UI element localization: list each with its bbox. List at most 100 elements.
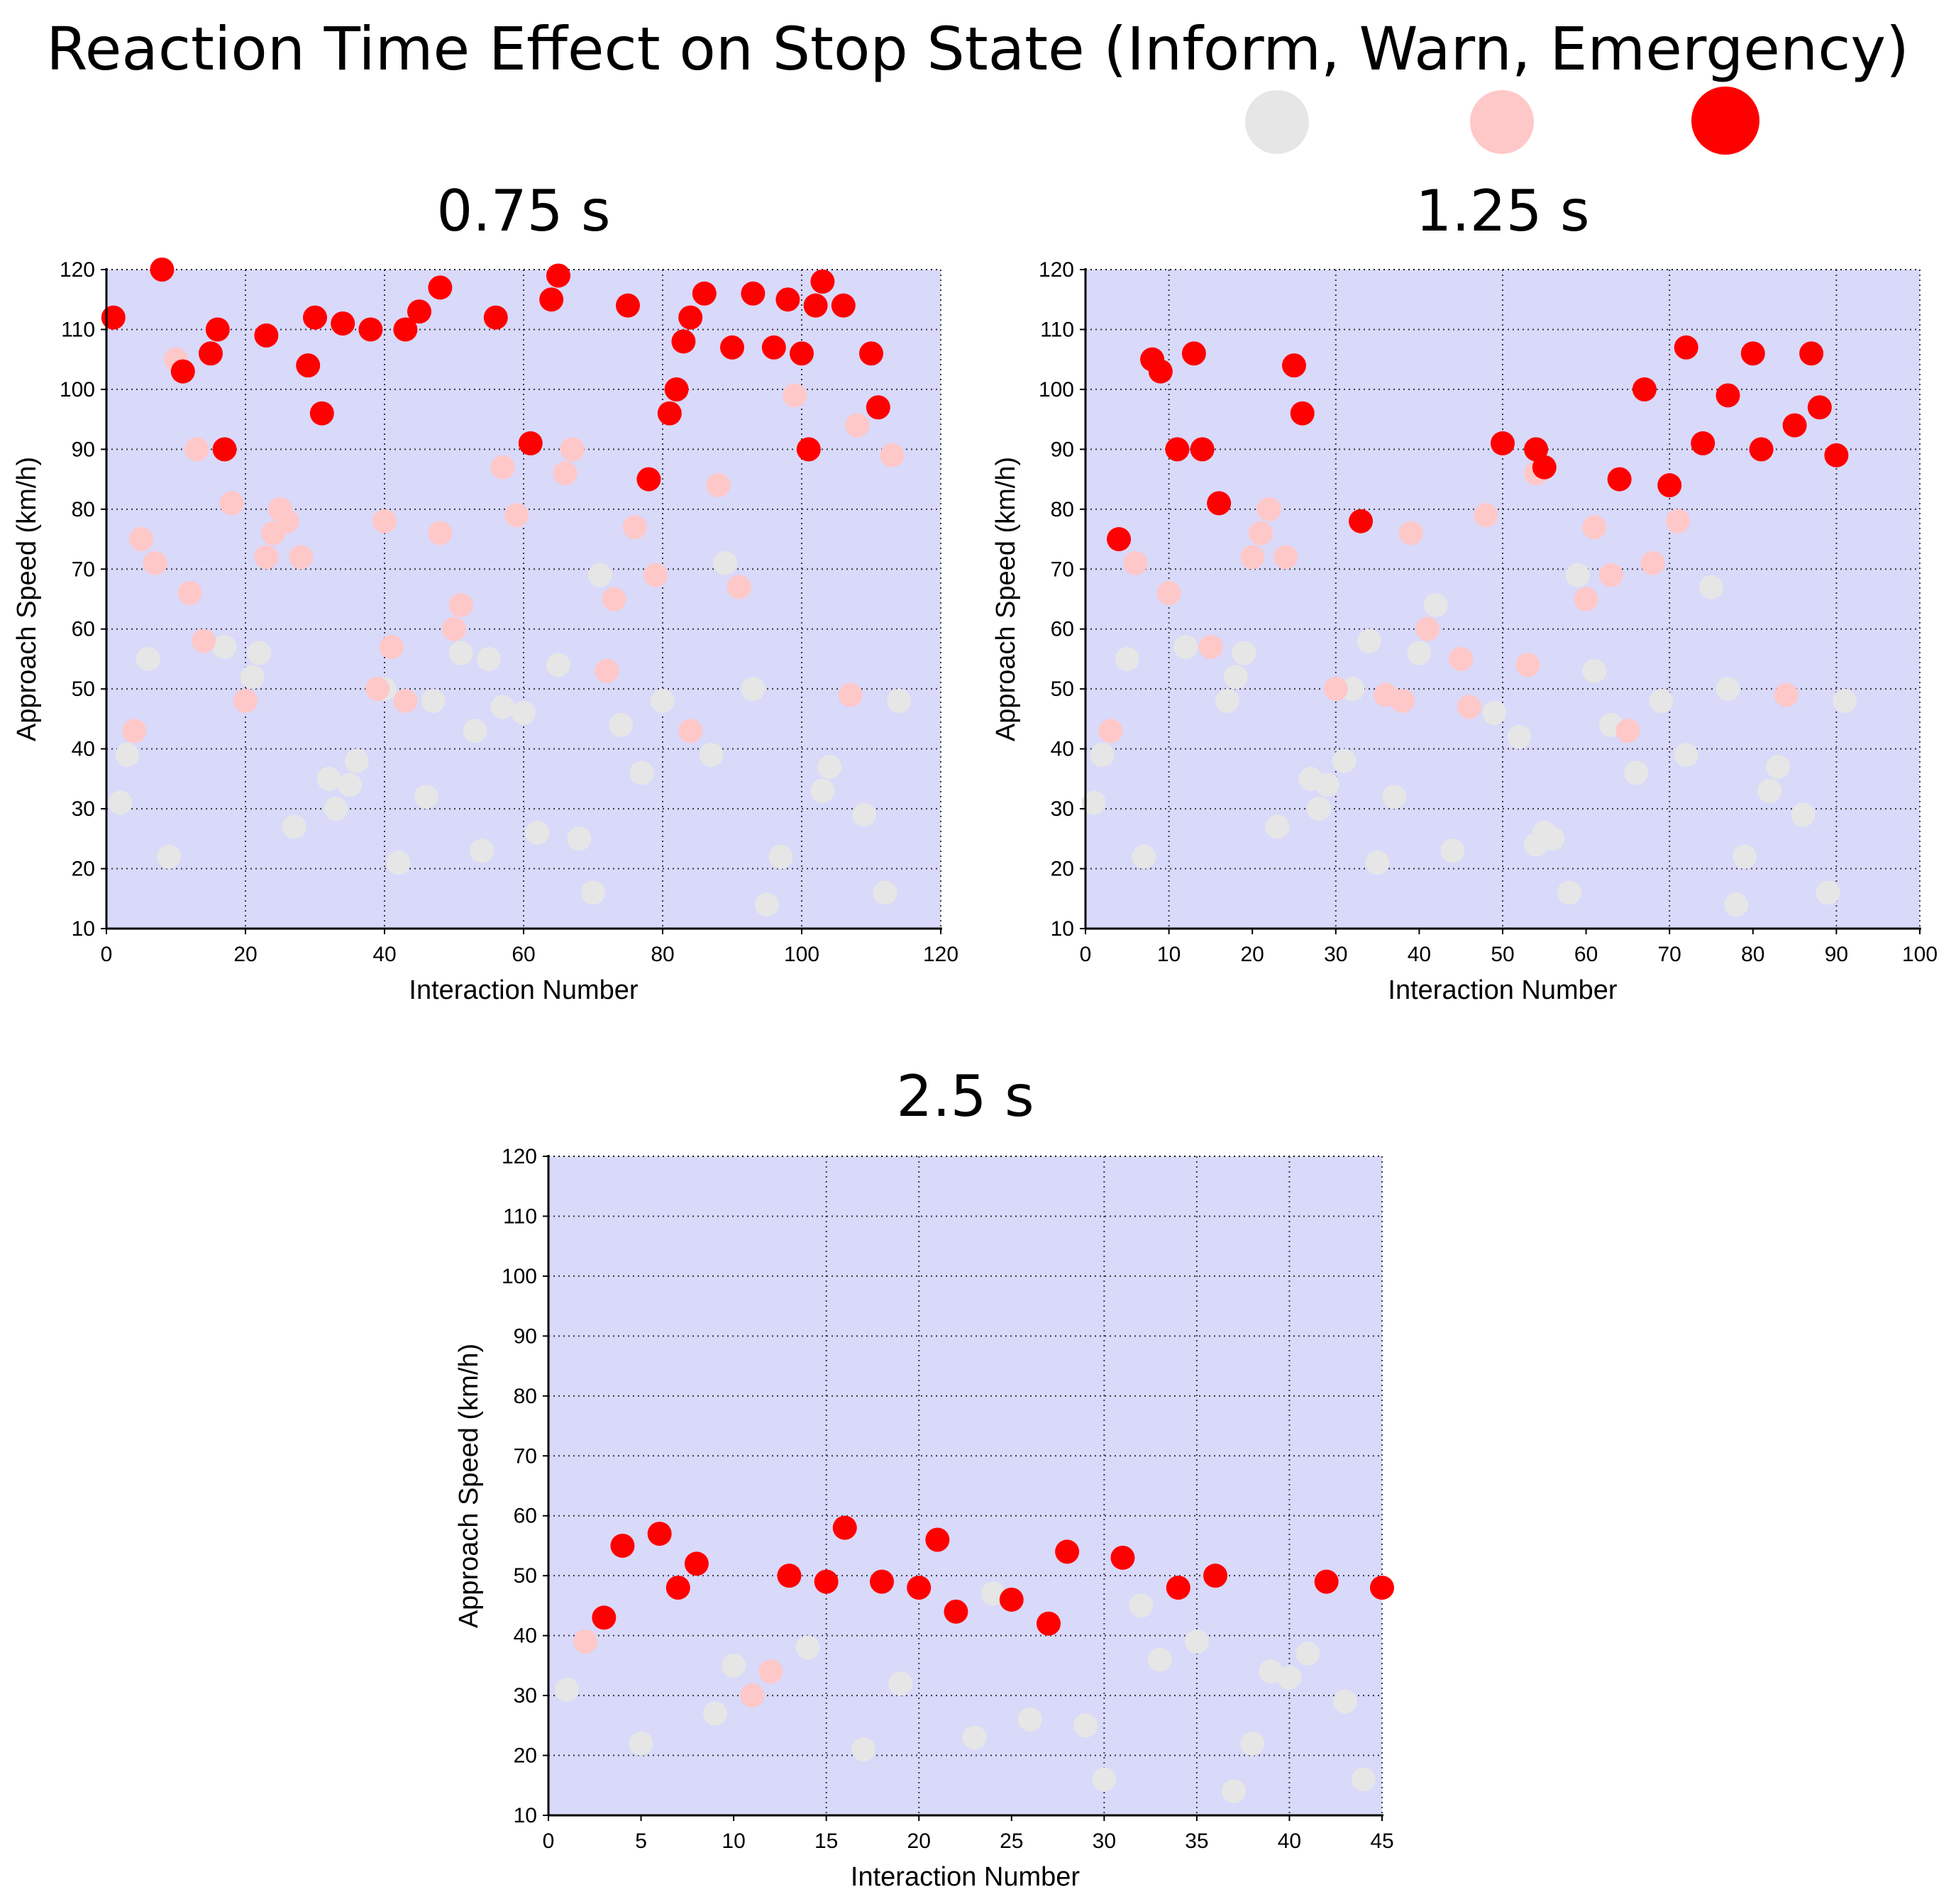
chart-2-ytick-label: 90 (514, 1324, 537, 1348)
chart-0-point-emergency (518, 431, 543, 455)
chart-2-point-inform (1222, 1779, 1247, 1804)
chart-0-point-warn (219, 491, 244, 516)
chart-2-point-inform (722, 1653, 746, 1678)
chart-2-point-inform (851, 1737, 875, 1762)
chart-0-point-emergency (483, 305, 508, 330)
chart-0-point-inform (490, 694, 515, 719)
chart-2-series-inform (555, 1581, 1376, 1804)
chart-1-point-emergency (1181, 341, 1206, 366)
chart-2-point-emergency (1370, 1576, 1394, 1600)
chart-0-point-emergency (636, 467, 661, 492)
chart-0-point-warn (838, 682, 863, 707)
chart-0-point-inform (421, 689, 446, 714)
chart-1-ytick-label: 50 (1051, 677, 1074, 701)
chart-1-point-emergency (1607, 467, 1632, 492)
chart-0-xtick-label: 120 (923, 943, 958, 966)
chart-1-ytick-label: 100 (1039, 378, 1074, 402)
chart-2-point-emergency (1055, 1539, 1080, 1564)
chart-0-point-warn (254, 545, 279, 570)
chart-1-point-emergency (1148, 359, 1173, 384)
chart-0-point-warn (553, 461, 578, 486)
chart-2-point-inform (795, 1635, 820, 1660)
chart-1-point-inform (1223, 665, 1248, 690)
chart-0-point-inform (463, 719, 487, 743)
chart-1-point-inform (1440, 838, 1465, 863)
chart-2-ytick-label: 30 (514, 1684, 537, 1707)
chart-1-xtick-label: 10 (1157, 943, 1181, 966)
chart-2-point-inform (1351, 1767, 1376, 1792)
chart-0-point-inform (817, 754, 842, 779)
chart-2-point-emergency (814, 1569, 839, 1594)
chart-2-xlabel: Interaction Number (851, 1862, 1080, 1892)
chart-1-point-inform (1565, 563, 1590, 587)
chart-0-ytick-label: 40 (72, 738, 95, 761)
chart-1-point-inform (1115, 646, 1139, 671)
chart-0-point-inform (567, 826, 592, 851)
chart-2-xtick-label: 30 (1093, 1830, 1116, 1853)
chart-1-point-inform (1482, 700, 1507, 725)
chart-1-point-warn (1415, 616, 1440, 641)
chart-2-point-emergency (999, 1587, 1024, 1612)
chart-1-ytick-label: 40 (1051, 738, 1074, 761)
chart-2-ytick-label: 10 (514, 1804, 537, 1827)
chart-2-point-inform (1259, 1659, 1283, 1684)
chart-2-ytick-label: 20 (514, 1744, 537, 1768)
chart-1-point-inform (1540, 826, 1565, 851)
chart-1-point-emergency (1165, 437, 1190, 462)
chart-1-point-inform (1816, 880, 1840, 905)
chart-1-point-emergency (1782, 413, 1807, 438)
chart-1-point-emergency (1207, 491, 1232, 516)
chart-2-point-emergency (1037, 1611, 1061, 1636)
chart-0-point-warn (595, 658, 619, 683)
chart-1-point-inform (1382, 785, 1407, 809)
chart-0-ytick-label: 50 (72, 677, 95, 701)
chart-2-point-emergency (777, 1563, 802, 1588)
chart-2-point-emergency (684, 1551, 709, 1576)
chart-0-point-warn (504, 503, 529, 528)
chart-1-point-inform (1674, 743, 1698, 768)
chart-1-point-warn (1474, 503, 1498, 528)
chart-2-point-emergency (1166, 1576, 1190, 1600)
chart-1-point-warn (1574, 587, 1598, 611)
chart-1-point-inform (1232, 641, 1256, 665)
chart-2-point-emergency (832, 1515, 857, 1540)
chart-0-point-warn (177, 581, 202, 606)
chart-2-xtick-label: 35 (1185, 1830, 1208, 1853)
chart-0-point-inform (587, 563, 612, 587)
chart-1-point-inform (1365, 851, 1390, 875)
chart-2-point-emergency (1314, 1569, 1339, 1594)
chart-1-point-warn (1665, 509, 1690, 533)
chart-0-xtick-label: 100 (784, 943, 819, 966)
chart-1-title: 1.25 s (1415, 178, 1589, 244)
chart-0-point-emergency (720, 335, 744, 360)
chart-0-point-inform (512, 700, 536, 725)
chart-1-point-emergency (1290, 401, 1315, 426)
chart-2-point-inform (980, 1581, 1005, 1606)
chart-2-xtick-label: 45 (1370, 1830, 1393, 1853)
chart-1-ytick-label: 110 (1040, 318, 1074, 341)
chart-1-xtick-label: 100 (1902, 943, 1938, 966)
chart-0-point-inform (316, 766, 341, 791)
chart-2-point-emergency (647, 1522, 672, 1546)
chart-0-point-inform (768, 844, 793, 869)
chart-0-ytick-label: 30 (72, 797, 95, 821)
chart-2-point-emergency (592, 1605, 617, 1630)
chart-0-point-warn (490, 455, 515, 480)
chart-0-ytick-label: 70 (72, 558, 95, 581)
chart-2-xtick-label: 10 (722, 1830, 745, 1853)
chart-0-point-emergency (616, 293, 640, 318)
chart-0-point-inform (386, 851, 411, 875)
chart-2-xtick-label: 0 (543, 1830, 555, 1853)
chart-0-point-emergency (254, 323, 279, 348)
legend (1245, 87, 1759, 155)
chart-2-point-inform (1017, 1707, 1042, 1732)
chart-0-point-warn (845, 413, 870, 438)
chart-1-point-warn (1390, 689, 1415, 714)
chart-0-point-warn (880, 443, 905, 467)
chart-1-ytick-label: 70 (1051, 558, 1074, 581)
chart-0-point-emergency (831, 293, 856, 318)
chart-0-point-emergency (803, 293, 828, 318)
chart-2-ytick-label: 50 (514, 1564, 537, 1588)
chart-1-25s: 1.25 s 10 20 30 40 50 60 70 80 90 100 110 120 0 10 20 30… (991, 178, 1938, 1005)
chart-1-xtick-label: 40 (1408, 943, 1431, 966)
